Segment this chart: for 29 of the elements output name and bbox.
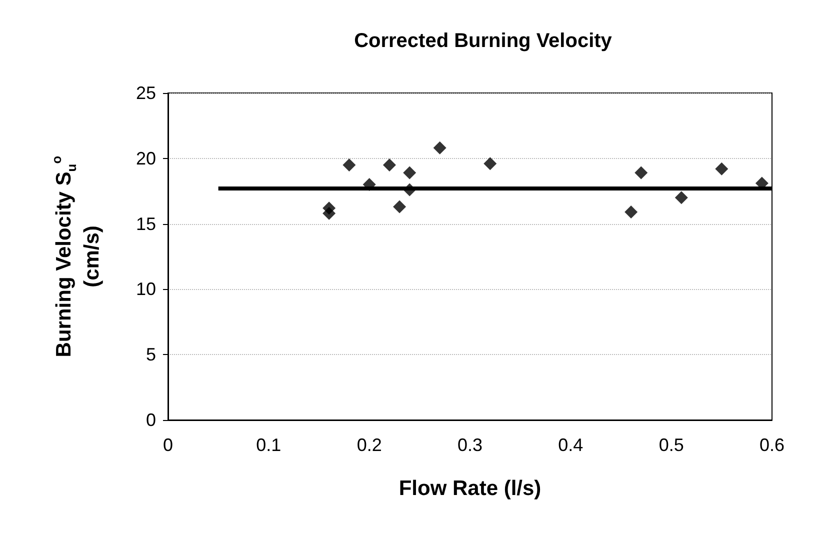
x-axis-title: Flow Rate (l/s) xyxy=(398,477,542,500)
text: Burning Velocity Suo (cm/s) xyxy=(49,156,104,358)
x-tick-label: 0.4 xyxy=(558,435,584,455)
point xyxy=(403,183,416,196)
y-tick-label: 5 xyxy=(146,344,156,365)
y-tick-label: 0 xyxy=(146,410,156,430)
y-tick-label: 15 xyxy=(136,214,156,234)
chart-title: Corrected Burning Velocity xyxy=(354,30,613,52)
point xyxy=(715,162,728,176)
point xyxy=(342,158,356,172)
point xyxy=(382,158,396,172)
point xyxy=(634,166,648,180)
point xyxy=(393,200,406,214)
x-tick-label: 0.5 xyxy=(658,435,684,455)
point xyxy=(484,157,497,170)
x-tick-label: 0.1 xyxy=(256,435,282,455)
y-tick-label: 20 xyxy=(136,148,156,168)
x-tick-label: 0 xyxy=(162,435,174,455)
x-tick-label: 0.2 xyxy=(356,435,382,455)
y-tick-label: 25 xyxy=(136,83,156,103)
point xyxy=(362,178,376,192)
x-tick-label: 0.3 xyxy=(457,435,483,455)
point xyxy=(674,191,688,204)
point xyxy=(322,206,336,220)
point xyxy=(433,141,446,154)
y-tick-label: 10 xyxy=(136,279,156,300)
point xyxy=(624,206,638,219)
point xyxy=(403,166,416,180)
x-tick-label: 0.6 xyxy=(759,435,785,455)
